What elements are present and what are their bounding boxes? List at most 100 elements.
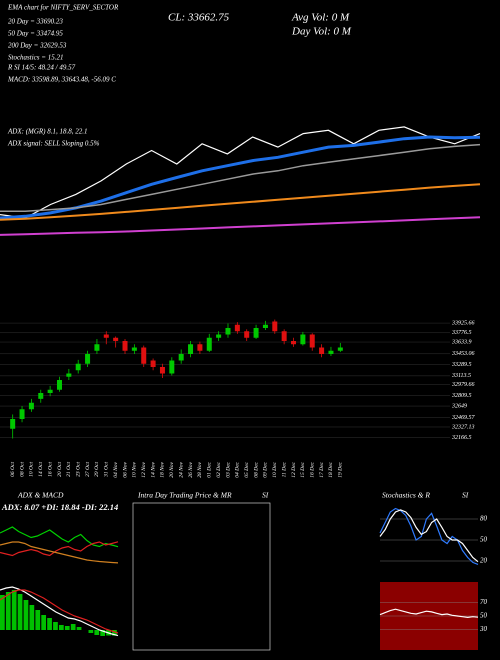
macd-bar <box>11 590 17 630</box>
x-tick-label: 04 Nov <box>112 461 119 477</box>
y-tick-label: 50 <box>480 536 488 544</box>
x-tick-label: 08 Oct <box>19 462 25 477</box>
macd-bar <box>70 624 76 630</box>
candle-body <box>206 337 212 351</box>
x-tick-label: 05 Dec <box>244 461 250 477</box>
candle-body <box>328 350 334 354</box>
candle-body <box>131 347 137 351</box>
x-tick-label: 10 Nov <box>132 461 138 477</box>
candle-body <box>10 419 16 429</box>
candle-body <box>47 389 53 393</box>
x-tick-label: 26 Nov <box>188 461 194 477</box>
candle-body <box>103 334 109 338</box>
x-tick-label: 18 Dec <box>328 461 334 477</box>
candle-body <box>141 347 147 364</box>
x-tick-label: 19 Dec <box>338 461 344 477</box>
candle-body <box>113 337 119 341</box>
candle-body <box>178 354 184 361</box>
panel-title: Intra Day Trading Price & MR <box>137 491 232 500</box>
candle-body <box>85 354 91 364</box>
x-tick-label: 17 Dec <box>319 461 325 477</box>
series-line <box>0 541 119 557</box>
y-tick-label: 33289.5 <box>451 362 472 368</box>
indicator-text: ADX signal: SELL Sloping 0.5% <box>7 140 100 148</box>
y-tick-label: 32809.5 <box>451 393 472 399</box>
candle-body <box>262 324 268 328</box>
x-tick-label: 29 Oct <box>94 462 100 477</box>
macd-bar <box>35 610 41 630</box>
x-tick-label: 15 Dec <box>300 461 306 477</box>
indicator-text: MACD: 33598.89, 33643.48, -56.09 C <box>7 76 116 84</box>
macd-bar <box>59 625 64 630</box>
y-tick-label: 20 <box>480 557 488 565</box>
macd-bar <box>5 592 11 630</box>
x-tick-label: 06 Oct <box>10 462 16 477</box>
x-tick-label: 12 Nov <box>141 461 147 477</box>
y-tick-label: 32166.5 <box>451 435 472 441</box>
series-line <box>0 526 119 548</box>
y-tick-label: 80 <box>480 515 488 523</box>
candle-body <box>225 328 231 335</box>
series-line <box>0 541 119 564</box>
y-tick-label: 33925.66 <box>451 320 475 326</box>
close-price: CL: 33662.75 <box>168 12 230 24</box>
x-tick-label: 09 Dec <box>263 461 269 477</box>
candle-body <box>150 360 156 367</box>
x-tick-label: 03 Dec <box>225 461 231 477</box>
panel-title: SI <box>262 491 269 500</box>
y-tick-label: 33453.06 <box>451 350 475 357</box>
candle-body <box>281 331 287 341</box>
x-tick-label: 20 Oct <box>57 462 63 477</box>
panel-title: Stochastics & R <box>382 491 430 500</box>
series-line <box>0 216 481 236</box>
y-tick-label: 32979.66 <box>451 382 475 388</box>
candle-body <box>122 341 128 351</box>
y-tick-label: 50 <box>480 612 488 620</box>
x-tick-label: 12 Dec <box>291 461 297 477</box>
macd-bar <box>53 622 58 630</box>
candle-body <box>244 331 250 338</box>
y-tick-label: 30 <box>479 625 488 633</box>
indicator-text: 200 Day = 32629.53 <box>8 42 67 50</box>
x-tick-label: 18 Nov <box>160 461 166 477</box>
candle-body <box>272 321 278 332</box>
macd-bar <box>64 626 70 630</box>
macd-bar <box>17 594 23 630</box>
candle-body <box>216 334 222 338</box>
x-tick-label: 31 Oct <box>104 462 110 478</box>
macd-bar <box>88 630 94 633</box>
x-tick-label: 04 Dec <box>234 461 241 477</box>
x-tick-label: 02 Dec <box>216 461 222 477</box>
macd-bar <box>0 595 5 630</box>
candle-body <box>56 380 62 390</box>
x-tick-label: 20 Nov <box>169 461 175 477</box>
x-tick-label: 28 Nov <box>197 461 203 477</box>
avg-vol: Avg Vol: 0 M <box>291 12 350 24</box>
candle-body <box>253 328 259 338</box>
y-tick-label: 70 <box>480 598 488 606</box>
x-tick-label: 10 Oct <box>29 462 35 477</box>
intraday-box <box>132 502 271 651</box>
macd-bar <box>112 630 117 636</box>
series-line <box>379 608 479 619</box>
candle-body <box>291 341 297 345</box>
indicator-text: ADX: (MGR) 8.1, 18.8, 22.1 <box>7 128 88 136</box>
indicator-text: Stochastics = 15.21 <box>8 54 63 62</box>
macd-bar <box>94 630 100 635</box>
candle-body <box>169 360 175 374</box>
candle-body <box>197 344 203 351</box>
indicator-text: 20 Day = 33690.23 <box>8 18 63 26</box>
y-tick-label: 32469.57 <box>451 414 476 421</box>
candle-body <box>319 347 325 354</box>
x-tick-label: 24 Nov <box>177 461 184 477</box>
indicator-text: R SI 14/5: 48.24 / 49.57 <box>7 64 76 72</box>
candle-body <box>159 367 165 374</box>
series-line <box>0 183 481 221</box>
candle-body <box>188 344 194 354</box>
candle-body <box>66 373 72 377</box>
y-tick-label: 33633.9 <box>451 339 472 345</box>
series-line <box>0 126 481 219</box>
x-tick-label: 21 Oct <box>66 462 72 477</box>
y-tick-label: 32649 <box>451 402 467 409</box>
